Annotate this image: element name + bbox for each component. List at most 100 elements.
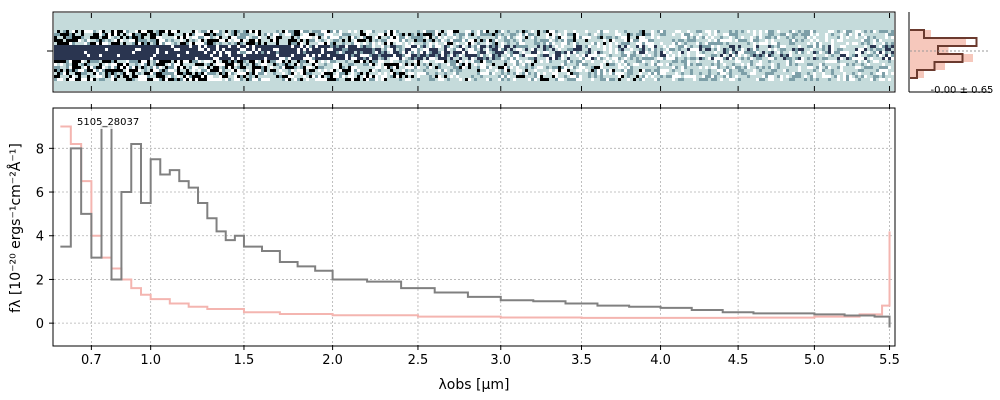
heatmap-cell [201, 72, 204, 75]
heatmap-cell [849, 63, 852, 66]
heatmap-cell [888, 36, 891, 39]
heatmap-cell [354, 75, 357, 78]
heatmap-cell [114, 51, 117, 54]
heatmap-cell [801, 45, 804, 48]
heatmap-cell [342, 60, 345, 63]
heatmap-cell [819, 30, 822, 33]
heatmap-cell [684, 33, 687, 36]
heatmap-cell [150, 57, 153, 60]
heatmap-cell [774, 39, 777, 42]
heatmap-cell [126, 36, 129, 39]
heatmap-cell [579, 45, 582, 48]
heatmap-cell [471, 66, 474, 69]
heatmap-cell [267, 60, 270, 63]
heatmap-cell [612, 69, 615, 72]
heatmap-cell [846, 63, 849, 66]
heatmap-cell [657, 57, 660, 60]
heatmap-cell [279, 72, 282, 75]
heatmap-cell [165, 48, 168, 51]
heatmap-cell [816, 33, 819, 36]
heatmap-cell [690, 45, 693, 48]
heatmap-cell [141, 57, 144, 60]
heatmap-cell [159, 42, 162, 45]
heatmap-cell [327, 54, 330, 57]
heatmap-cell [825, 69, 828, 72]
heatmap-cell [234, 36, 237, 39]
heatmap-cell [498, 51, 501, 54]
heatmap-cell [306, 33, 309, 36]
heatmap-cell [273, 45, 276, 48]
heatmap-cell [387, 72, 390, 75]
heatmap-cell [438, 42, 441, 45]
heatmap-cell [612, 63, 615, 66]
heatmap-cell [390, 39, 393, 42]
heatmap-cell [552, 75, 555, 78]
heatmap-cell [60, 57, 63, 60]
heatmap-cell [870, 51, 873, 54]
heatmap-cell [555, 66, 558, 69]
heatmap-cell [273, 54, 276, 57]
heatmap-cell [345, 75, 348, 78]
heatmap-cell [855, 42, 858, 45]
heatmap-cell [258, 63, 261, 66]
heatmap-cell [441, 54, 444, 57]
heatmap-cell [210, 75, 213, 78]
heatmap-cell [690, 36, 693, 39]
heatmap-cell [120, 75, 123, 78]
heatmap-cell [414, 66, 417, 69]
heatmap-cell [135, 30, 138, 33]
heatmap-cell [222, 60, 225, 63]
heatmap-cell [354, 42, 357, 45]
heatmap-cell [495, 57, 498, 60]
heatmap-cell [669, 54, 672, 57]
heatmap-cell [654, 78, 657, 81]
heatmap-cell [738, 48, 741, 51]
heatmap-cell [375, 63, 378, 66]
heatmap-cell [600, 66, 603, 69]
heatmap-cell [474, 51, 477, 54]
heatmap-cell [66, 66, 69, 69]
heatmap-cell [144, 54, 147, 57]
heatmap-cell [747, 33, 750, 36]
heatmap-cell [675, 60, 678, 63]
heatmap-cell [63, 57, 66, 60]
heatmap-cell [96, 39, 99, 42]
heatmap-cell [468, 69, 471, 72]
heatmap-cell [855, 63, 858, 66]
heatmap-cell [63, 39, 66, 42]
heatmap-cell [123, 36, 126, 39]
heatmap-cell [270, 51, 273, 54]
heatmap-cell [765, 66, 768, 69]
heatmap-cell [54, 33, 57, 36]
heatmap-cell [531, 36, 534, 39]
heatmap-cell [675, 51, 678, 54]
heatmap-cell [255, 69, 258, 72]
heatmap-cell [474, 30, 477, 33]
heatmap-cell [879, 69, 882, 72]
heatmap-cell [480, 42, 483, 45]
heatmap-cell [471, 60, 474, 63]
heatmap-cell [633, 75, 636, 78]
heatmap-cell [750, 69, 753, 72]
heatmap-cell [213, 33, 216, 36]
heatmap-cell [84, 39, 87, 42]
heatmap-cell [402, 54, 405, 57]
heatmap-cell [783, 69, 786, 72]
heatmap-cell [378, 69, 381, 72]
heatmap-cell [579, 54, 582, 57]
heatmap-cell [735, 45, 738, 48]
heatmap-cell [192, 63, 195, 66]
heatmap-cell [525, 72, 528, 75]
heatmap-cell [225, 42, 228, 45]
heatmap-cell [144, 66, 147, 69]
heatmap-cell [636, 48, 639, 51]
heatmap-cell [540, 57, 543, 60]
heatmap-cell [369, 72, 372, 75]
heatmap-cell [75, 72, 78, 75]
heatmap-cell [378, 39, 381, 42]
heatmap-cell [201, 39, 204, 42]
heatmap-cell [87, 54, 90, 57]
heatmap-cell [309, 48, 312, 51]
heatmap-cell [474, 42, 477, 45]
heatmap-cell [456, 66, 459, 69]
